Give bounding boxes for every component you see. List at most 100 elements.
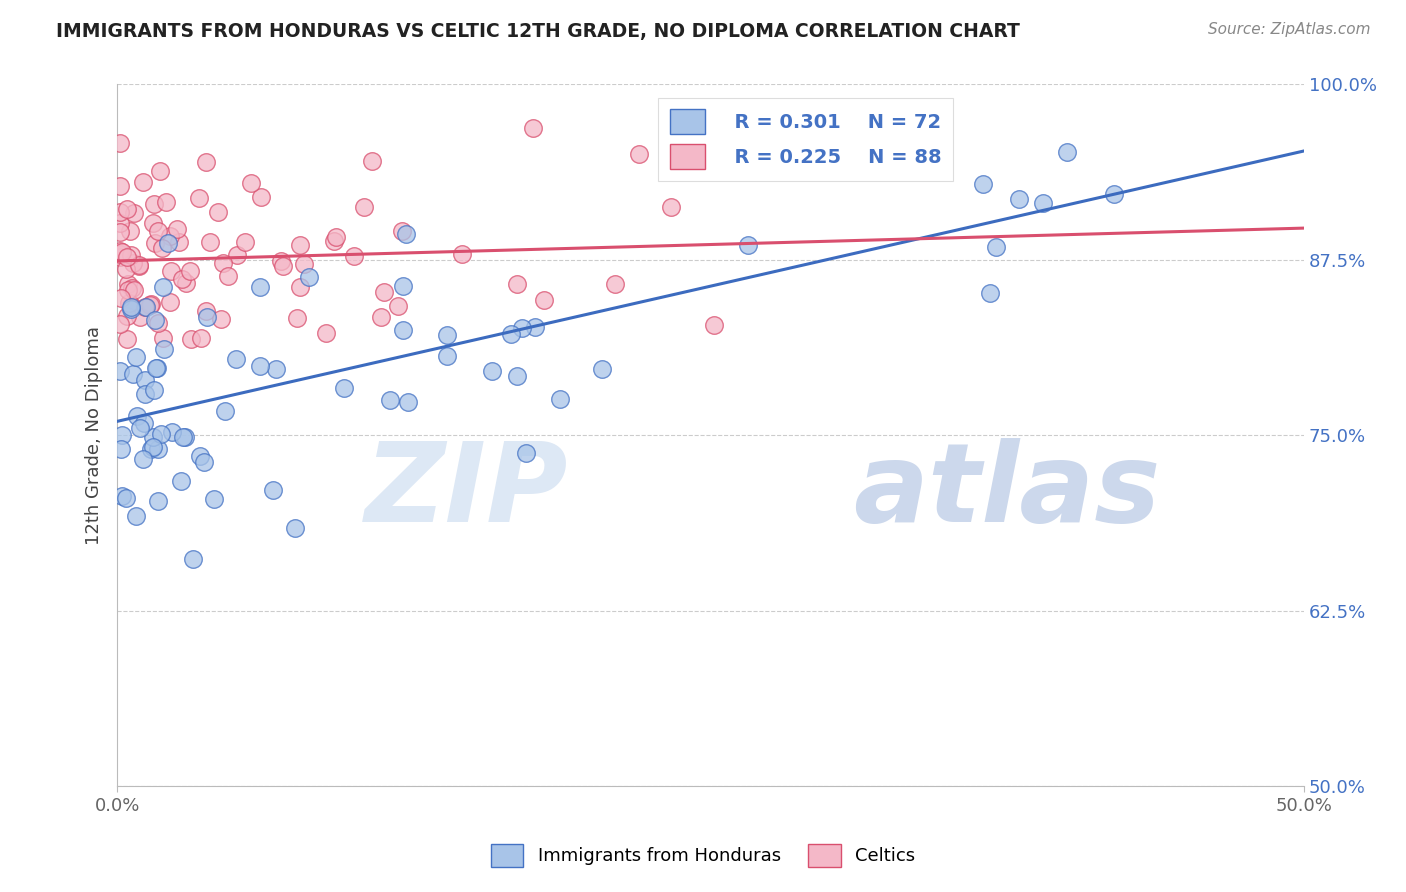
Point: [111, 427, 134, 442]
Point: [198, 235, 221, 249]
Point: [122, 284, 145, 298]
Point: [110, 442, 132, 457]
Point: [115, 202, 138, 216]
Point: [141, 442, 163, 457]
Point: [1102, 187, 1125, 202]
Point: [387, 299, 409, 313]
Point: [166, 222, 188, 236]
Point: [533, 293, 555, 308]
Point: [142, 196, 165, 211]
Point: [143, 235, 166, 250]
Point: [108, 364, 131, 378]
Point: [139, 297, 162, 311]
Point: [125, 509, 148, 524]
Point: [121, 281, 143, 295]
Point: [202, 491, 225, 506]
Point: [370, 310, 392, 324]
Point: [522, 121, 544, 136]
Point: [195, 310, 218, 324]
Point: [108, 244, 131, 259]
Point: [603, 277, 626, 292]
Point: [183, 552, 205, 566]
Point: [139, 298, 162, 312]
Point: [353, 200, 375, 214]
Point: [160, 425, 183, 439]
Point: [703, 318, 725, 332]
Point: [118, 224, 141, 238]
Point: [322, 235, 344, 249]
Point: [170, 271, 193, 285]
Point: [121, 368, 143, 382]
Text: IMMIGRANTS FROM HONDURAS VS CELTIC 12TH GRADE, NO DIPLOMA CORRELATION CHART: IMMIGRANTS FROM HONDURAS VS CELTIC 12TH …: [56, 22, 1021, 41]
Point: [270, 253, 292, 268]
Point: [249, 359, 271, 373]
Point: [436, 328, 458, 343]
Point: [128, 421, 150, 435]
Point: [118, 296, 141, 310]
Point: [361, 154, 384, 169]
Point: [797, 139, 820, 153]
Point: [288, 238, 311, 252]
Point: [110, 291, 132, 305]
Point: [262, 483, 284, 498]
Point: [628, 147, 651, 161]
Point: [135, 300, 157, 314]
Point: [233, 235, 256, 250]
Point: [117, 309, 139, 323]
Point: [159, 295, 181, 310]
Point: [188, 191, 211, 205]
Point: [146, 316, 169, 330]
Point: [108, 247, 131, 261]
Point: [450, 247, 472, 261]
Point: [127, 409, 149, 423]
Point: [108, 216, 131, 230]
Point: [155, 194, 177, 209]
Point: [506, 369, 529, 384]
Point: [373, 285, 395, 300]
Point: [122, 256, 145, 270]
Point: [284, 521, 307, 535]
Point: [134, 373, 156, 387]
Point: [152, 331, 174, 345]
Point: [325, 230, 347, 244]
Point: [209, 311, 232, 326]
Point: [979, 285, 1001, 300]
Point: [984, 240, 1007, 254]
Point: [108, 179, 131, 194]
Point: [249, 280, 271, 294]
Point: [271, 259, 294, 273]
Point: [111, 245, 134, 260]
Point: [1056, 145, 1078, 159]
Point: [332, 381, 354, 395]
Point: [115, 261, 138, 276]
Point: [117, 277, 139, 291]
Point: [659, 200, 682, 214]
Point: [111, 489, 134, 503]
Point: [142, 216, 165, 230]
Point: [156, 236, 179, 251]
Point: [146, 361, 169, 376]
Point: [173, 430, 195, 444]
Text: ZIP: ZIP: [364, 438, 568, 545]
Point: [548, 392, 571, 407]
Point: [142, 430, 165, 444]
Point: [972, 177, 994, 191]
Point: [172, 430, 194, 444]
Point: [523, 320, 546, 334]
Point: [122, 206, 145, 220]
Point: [129, 310, 152, 325]
Point: [108, 205, 131, 219]
Text: Source: ZipAtlas.com: Source: ZipAtlas.com: [1208, 22, 1371, 37]
Point: [131, 175, 153, 189]
Point: [117, 283, 139, 297]
Point: [343, 249, 366, 263]
Point: [214, 404, 236, 418]
Point: [1008, 192, 1031, 206]
Text: atlas: atlas: [853, 438, 1160, 545]
Point: [120, 248, 142, 262]
Point: [179, 264, 201, 278]
Point: [120, 302, 142, 317]
Point: [510, 321, 533, 335]
Point: [170, 475, 193, 489]
Point: [148, 493, 170, 508]
